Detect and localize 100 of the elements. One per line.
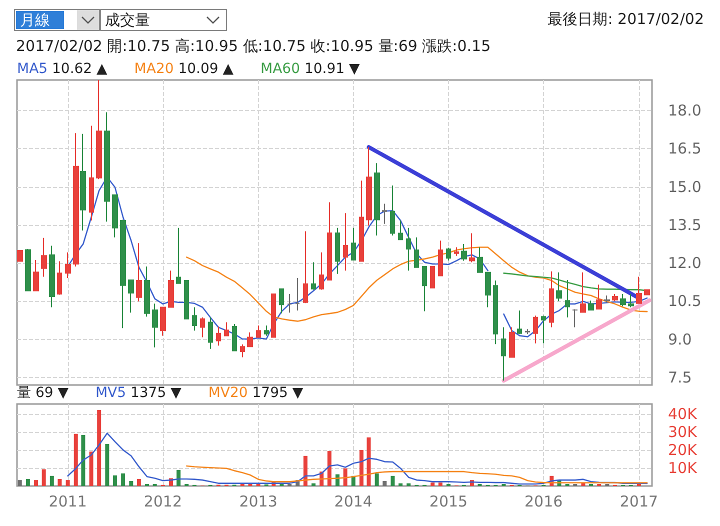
candlestick <box>406 227 411 272</box>
y-tick-label: 15.0 <box>668 178 702 196</box>
candlestick <box>216 326 221 346</box>
bar <box>398 483 403 486</box>
candlestick <box>572 308 578 328</box>
candlestick <box>644 289 650 296</box>
candlestick <box>343 212 348 272</box>
candlestick <box>541 315 546 344</box>
candlestick <box>49 245 55 308</box>
candlestick <box>208 316 213 350</box>
candlestick <box>57 260 62 296</box>
candlestick <box>438 240 443 276</box>
line-series <box>67 432 648 485</box>
text: MV5 1375 ▼ <box>95 385 182 401</box>
candlestick <box>422 266 427 312</box>
candlestick <box>556 272 562 302</box>
candlestick <box>89 125 94 222</box>
y-tick-label: 20K <box>668 440 698 459</box>
y-tick-label: 12.0 <box>668 254 702 272</box>
period-dropdown: 月線 <box>14 9 100 31</box>
y-tick-label: 18.0 <box>668 102 702 120</box>
bar <box>303 456 308 486</box>
candlestick <box>112 194 118 238</box>
candlestick <box>628 294 634 308</box>
text: MA60 10.91 ▼ <box>260 61 360 77</box>
candlestick <box>120 219 126 329</box>
candlestick <box>152 303 158 348</box>
bar <box>359 450 364 486</box>
bar <box>327 451 332 486</box>
candlestick <box>351 227 356 260</box>
candlestick <box>335 227 340 274</box>
text: 最後日期: 2017/02/02 <box>548 10 704 29</box>
candlestick <box>327 202 332 281</box>
candlestick <box>65 252 71 278</box>
bar <box>18 480 22 486</box>
x-tick-label: 2015 <box>429 492 468 510</box>
text: MV20 1795 ▼ <box>208 385 304 401</box>
bar <box>136 478 141 486</box>
candlestick <box>168 270 174 308</box>
candlestick <box>224 322 229 336</box>
bar <box>176 470 181 486</box>
x-tick-label: 2011 <box>48 492 87 510</box>
bar <box>112 475 117 486</box>
bar <box>374 473 379 486</box>
candlestick <box>604 295 610 304</box>
candlestick <box>366 146 372 226</box>
candlestick <box>390 184 395 236</box>
candlestick <box>501 326 506 382</box>
text: 量 69 ▼ <box>17 385 69 401</box>
text: MA20 10.09 ▲ <box>134 61 234 77</box>
candlestick <box>382 203 387 224</box>
candlestick <box>240 344 245 358</box>
candlestick <box>136 242 142 302</box>
candlestick <box>446 247 451 261</box>
candlestick <box>279 288 284 314</box>
candlestick <box>264 325 269 336</box>
bar <box>129 480 134 486</box>
y-tick-label: 30K <box>668 422 698 441</box>
x-tick-label: 2014 <box>334 492 372 510</box>
candlestick <box>359 180 364 262</box>
bar <box>26 478 30 486</box>
candlestick <box>525 328 530 335</box>
candlestick <box>311 262 316 290</box>
bar <box>42 469 46 486</box>
candlestick <box>128 279 134 314</box>
candlestick <box>374 162 380 236</box>
line-series <box>186 246 648 322</box>
candlestick <box>303 230 308 304</box>
bar <box>50 476 54 486</box>
candlestick <box>144 266 150 318</box>
bar <box>58 478 62 486</box>
candlestick <box>596 284 602 310</box>
y-tick-label: 10.5 <box>668 292 702 310</box>
candlestick <box>517 310 522 335</box>
bar <box>74 434 78 486</box>
bar <box>382 480 387 486</box>
candlestick <box>104 112 110 222</box>
bar <box>81 435 86 486</box>
candlestick <box>41 237 47 278</box>
bar <box>430 482 435 486</box>
candlestick <box>176 227 181 284</box>
candlestick <box>565 280 570 318</box>
candlestick <box>398 220 403 240</box>
candlestick <box>200 316 205 338</box>
y-tick-label: 40K <box>668 404 698 423</box>
candlestick <box>612 294 618 302</box>
candlestick <box>588 300 594 311</box>
line-series <box>186 465 648 484</box>
bar <box>406 483 411 486</box>
bar <box>105 444 110 486</box>
candlestick <box>25 248 31 292</box>
y-tick-label: 16.5 <box>668 140 702 158</box>
candlestick <box>319 252 324 290</box>
candlestick <box>636 276 642 304</box>
candlestick <box>549 270 554 328</box>
y-tick-label: 7.5 <box>668 368 692 386</box>
candlestick <box>509 326 515 358</box>
candlestick <box>33 259 39 292</box>
bar <box>89 452 94 486</box>
bar <box>97 410 102 486</box>
